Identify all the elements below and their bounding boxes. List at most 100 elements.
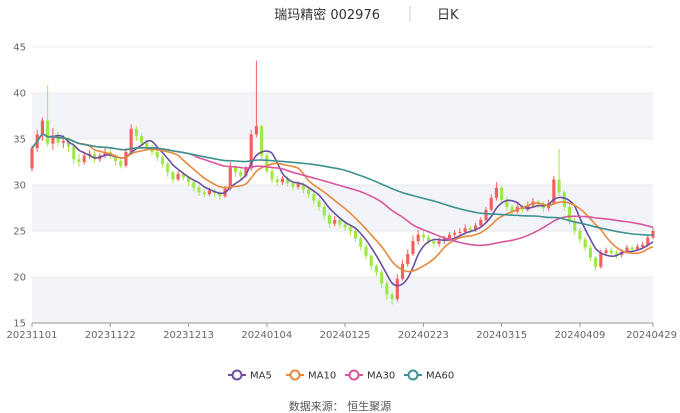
candle xyxy=(192,179,196,192)
candle-body xyxy=(594,257,598,267)
candle-body xyxy=(228,167,232,189)
candle-body xyxy=(124,151,128,166)
candle-body xyxy=(416,234,420,242)
candle-body xyxy=(296,184,300,187)
candle xyxy=(260,124,264,160)
grid-band xyxy=(32,277,653,323)
legend-item-ma30[interactable]: MA30 xyxy=(345,369,395,382)
y-tick-label: 15 xyxy=(13,319,26,330)
candle xyxy=(510,204,514,215)
candle-body xyxy=(630,247,634,250)
candle-body xyxy=(359,238,363,247)
candle-body xyxy=(119,161,123,166)
candle xyxy=(494,182,499,201)
candle xyxy=(176,171,180,182)
candle xyxy=(30,145,34,172)
candle xyxy=(588,244,592,262)
candle-body xyxy=(129,128,133,152)
candle xyxy=(353,228,358,243)
legend: MA5 MA10 MA30 MA60 xyxy=(228,369,454,382)
candle-body xyxy=(479,219,483,226)
candle-body xyxy=(61,140,65,143)
legend-item-ma5[interactable]: MA5 xyxy=(228,369,272,382)
candle-body xyxy=(406,254,410,265)
chart-title-period: 日K xyxy=(437,8,459,23)
candle xyxy=(265,152,269,174)
x-tick-label: 20240223 xyxy=(398,330,449,341)
candle-body xyxy=(453,232,457,235)
candle-body xyxy=(56,136,60,143)
legend-label: MA5 xyxy=(250,371,272,382)
candle-body xyxy=(427,237,431,242)
legend-item-ma10[interactable]: MA10 xyxy=(286,369,336,382)
legend-swatch-marker xyxy=(407,369,419,381)
candle-body xyxy=(474,225,478,231)
candle-body xyxy=(265,155,269,172)
candle-body xyxy=(385,283,389,295)
candle-body xyxy=(432,241,436,244)
candle xyxy=(411,235,415,256)
candle xyxy=(380,269,384,289)
candle xyxy=(395,274,399,302)
data-source: 数据来源： 恒生聚源 xyxy=(289,399,392,413)
candle xyxy=(239,169,243,180)
candle-body xyxy=(176,173,180,180)
candle-body xyxy=(510,207,514,212)
candle-body xyxy=(166,163,170,173)
candle-body xyxy=(380,272,384,284)
candle-body xyxy=(134,128,138,137)
candle xyxy=(56,131,60,147)
x-tick-label: 20231122 xyxy=(85,330,136,341)
candle-body xyxy=(327,215,332,224)
candle xyxy=(416,230,420,245)
candle-body xyxy=(578,231,582,240)
candle xyxy=(322,204,326,220)
candle-body xyxy=(249,134,253,169)
candle xyxy=(160,155,165,168)
candle xyxy=(171,170,175,184)
candle xyxy=(72,143,76,164)
candle xyxy=(82,151,86,165)
y-tick-label: 30 xyxy=(13,181,26,192)
candle-body xyxy=(583,239,587,248)
candle-body xyxy=(437,241,441,244)
candle xyxy=(275,175,279,186)
x-tick-label: 20240429 xyxy=(626,330,677,341)
candle-body xyxy=(254,126,258,135)
candle xyxy=(270,168,274,184)
candle xyxy=(505,196,509,211)
candle xyxy=(166,162,170,177)
candle-body xyxy=(458,231,462,233)
candle xyxy=(562,190,566,211)
legend-item-ma60[interactable]: MA60 xyxy=(404,369,454,382)
legend-label: MA10 xyxy=(308,371,336,382)
candle-body xyxy=(93,153,97,160)
candle xyxy=(333,216,337,227)
candle-body xyxy=(160,157,165,164)
candle-body xyxy=(338,219,342,225)
candle xyxy=(119,159,123,169)
candle-body xyxy=(192,182,196,188)
candle-body xyxy=(609,250,613,254)
x-tick-label: 20240409 xyxy=(554,330,605,341)
candle-body xyxy=(447,234,452,239)
candle-body xyxy=(646,237,650,245)
candle-body xyxy=(348,227,352,231)
moving-average-lines xyxy=(31,133,654,287)
candle xyxy=(453,230,457,238)
candle-body xyxy=(113,155,118,162)
candle-body xyxy=(244,168,248,176)
candle-body xyxy=(280,178,285,183)
candle xyxy=(254,60,258,138)
candle-body xyxy=(40,120,45,135)
candle-body xyxy=(103,151,107,156)
candle-body xyxy=(552,179,556,204)
candle-body xyxy=(202,192,206,195)
candle xyxy=(155,149,159,162)
candle-body xyxy=(140,136,144,143)
x-tick-label: 20240125 xyxy=(320,330,371,341)
candle xyxy=(573,218,577,235)
candle xyxy=(77,153,81,167)
candle-body xyxy=(72,146,76,160)
candle-body xyxy=(270,171,274,180)
